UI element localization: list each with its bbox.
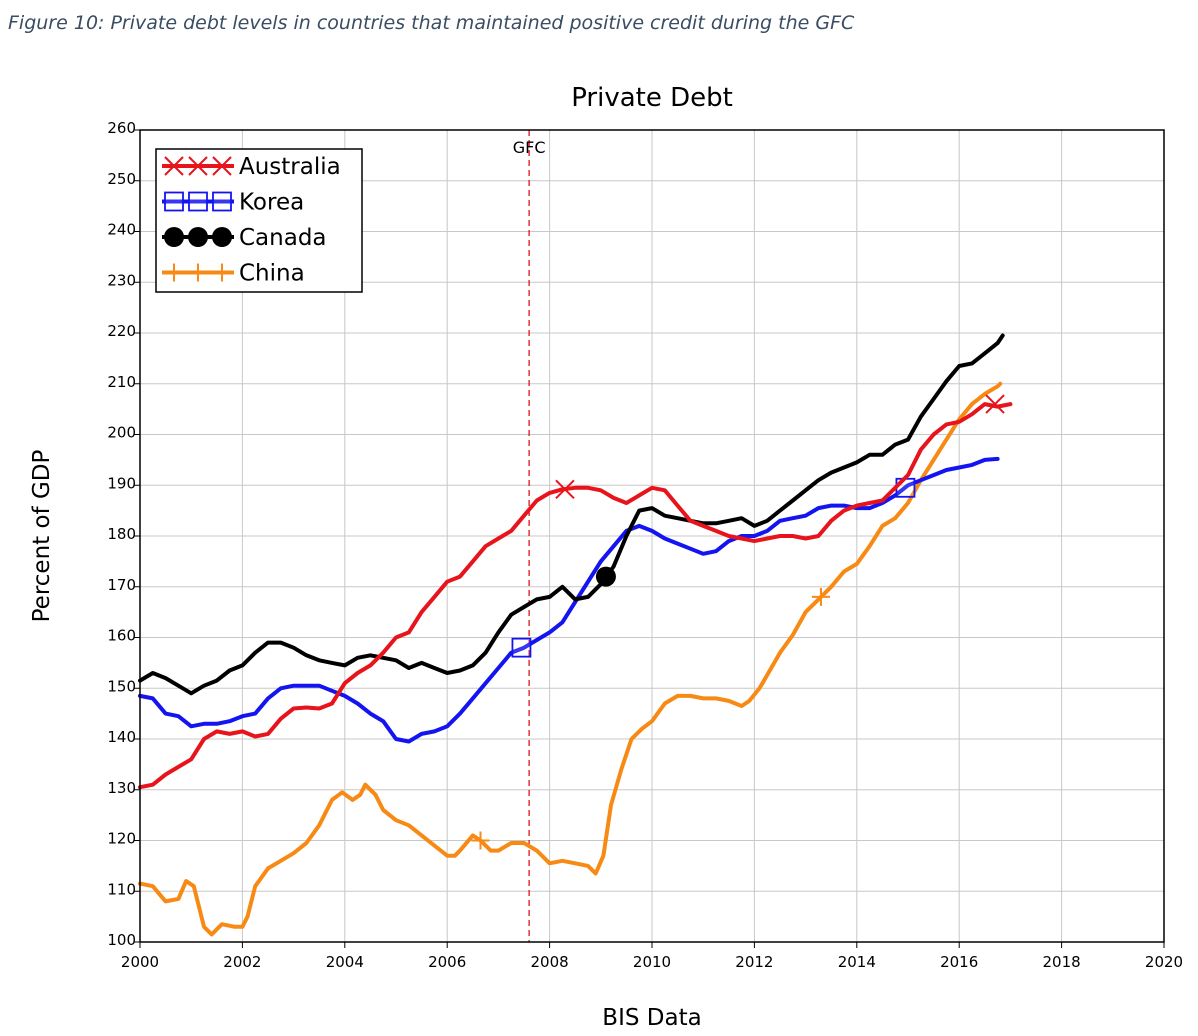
legend-swatch-marker xyxy=(189,263,207,282)
legend-label: Australia xyxy=(239,154,341,180)
series-marker-canada xyxy=(595,566,616,587)
series-marker-australia xyxy=(555,479,575,500)
gfc-label: GFC xyxy=(513,138,546,157)
x-tick-label: 2002 xyxy=(223,953,261,971)
series-marker-australia xyxy=(985,394,1005,414)
legend-swatch-marker xyxy=(164,156,184,176)
x-tick-label: 2020 xyxy=(1145,953,1183,971)
y-tick-label: 260 xyxy=(107,119,136,137)
legend-label: Korea xyxy=(239,190,304,216)
series-layer xyxy=(138,333,1013,937)
y-axis-ticks: 100 110 120 130 140 150 160 170 180 190 200 210 220 2… xyxy=(107,119,140,949)
x-tick-label: 2018 xyxy=(1043,953,1081,971)
y-tick-label: 120 xyxy=(107,830,136,848)
x-tick-label: 2014 xyxy=(838,953,876,971)
annotations: GFC xyxy=(513,130,546,942)
y-tick-label: 200 xyxy=(107,424,136,442)
legend-label: China xyxy=(239,261,305,287)
y-tick-label: 250 xyxy=(107,170,136,188)
y-tick-label: 210 xyxy=(107,373,136,391)
x-tick-label: 2006 xyxy=(428,953,466,971)
y-tick-label: 220 xyxy=(107,322,136,340)
x-axis-ticks: 2000 2002 2004 2006 2008 2010 2012 2014 2016 2018… xyxy=(121,942,1183,971)
series-canada xyxy=(138,333,1005,696)
y-tick-label: 230 xyxy=(107,271,136,289)
series-marker-china xyxy=(811,587,830,606)
legend: Australia Korea Canada China xyxy=(155,148,363,293)
x-tick-label: 2010 xyxy=(633,953,671,971)
legend-item-canada: Canada xyxy=(162,225,327,251)
y-tick-label: 170 xyxy=(107,576,136,594)
series-marker-china xyxy=(471,831,490,850)
legend-swatch-marker xyxy=(212,227,232,247)
legend-swatch-marker xyxy=(164,191,184,212)
legend-swatch-marker xyxy=(188,191,208,212)
x-tick-label: 2008 xyxy=(531,953,569,971)
x-tick-label: 2004 xyxy=(326,953,364,971)
legend-swatch-marker xyxy=(164,227,184,247)
legend-swatch-marker xyxy=(165,263,183,282)
series-china xyxy=(138,381,1003,937)
legend-swatch-marker xyxy=(188,156,208,176)
y-tick-label: 160 xyxy=(107,627,136,645)
series-marker-korea xyxy=(511,637,532,658)
x-tick-label: 2016 xyxy=(940,953,978,971)
legend-item-china: China xyxy=(162,261,305,287)
y-tick-label: 190 xyxy=(107,474,136,492)
figure-caption: Figure 10: Private debt levels in countr… xyxy=(8,12,855,34)
legend-swatch-marker xyxy=(212,191,232,212)
x-tick-label: 2012 xyxy=(735,953,773,971)
series-line-canada xyxy=(138,333,1005,696)
legend-label: Canada xyxy=(239,225,327,251)
x-axis-label: BIS Data xyxy=(602,1005,701,1031)
y-tick-label: 150 xyxy=(107,677,136,695)
y-axis-label: Percent of GDP xyxy=(29,450,55,623)
x-tick-label: 2000 xyxy=(121,953,159,971)
series-line-australia xyxy=(138,402,1013,790)
legend-item-australia: Australia xyxy=(162,154,341,180)
legend-swatch-marker xyxy=(213,263,231,282)
y-tick-label: 240 xyxy=(107,221,136,239)
y-tick-label: 130 xyxy=(107,779,136,797)
y-tick-label: 100 xyxy=(107,931,136,949)
series-line-china xyxy=(138,381,1003,937)
legend-swatch-marker xyxy=(188,227,208,247)
legend-item-korea: Korea xyxy=(162,190,304,216)
y-tick-label: 110 xyxy=(107,880,136,898)
y-tick-label: 180 xyxy=(107,525,136,543)
y-tick-label: 140 xyxy=(107,728,136,746)
legend-swatch-marker xyxy=(212,156,232,176)
series-australia xyxy=(138,394,1013,790)
chart-title: Private Debt xyxy=(571,83,733,113)
